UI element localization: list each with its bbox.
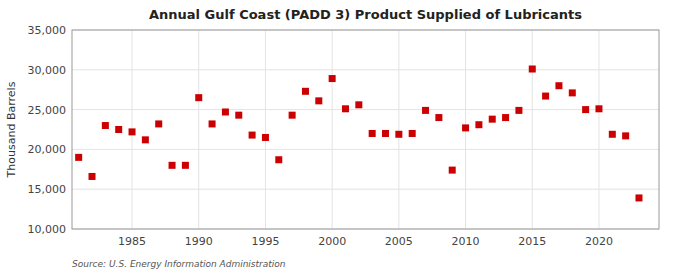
point	[315, 97, 322, 104]
y-grid-line	[72, 189, 659, 190]
point	[595, 105, 602, 112]
plot-background	[72, 30, 659, 229]
point	[515, 107, 522, 114]
y-axis-label: Thousand Barrels	[5, 81, 18, 178]
x-grid-line	[265, 30, 266, 229]
point	[422, 107, 429, 114]
x-tick-label: 1995	[251, 235, 279, 248]
x-tick-label: 1985	[118, 235, 146, 248]
x-grid-line	[198, 30, 199, 229]
point	[635, 194, 642, 201]
y-grid-line	[72, 109, 659, 110]
y-grid-line	[72, 69, 659, 70]
y-tick-label: 30,000	[28, 64, 67, 77]
point	[155, 120, 162, 127]
x-grid-line	[598, 30, 599, 229]
point	[582, 106, 589, 113]
point	[475, 121, 482, 128]
chart: 10,000 15,000 20,000 25,000 30,000 35,000 1985…	[0, 0, 675, 275]
x-tick-label: 1990	[185, 235, 213, 248]
y-tick-label: 15,000	[28, 183, 67, 196]
point	[529, 66, 536, 73]
point	[369, 130, 376, 137]
y-tick-label: 35,000	[28, 24, 67, 37]
point	[115, 126, 122, 133]
point	[502, 114, 509, 121]
point	[435, 114, 442, 121]
point	[142, 136, 149, 143]
point	[89, 173, 96, 180]
point	[275, 156, 282, 163]
point	[555, 82, 562, 89]
point	[395, 131, 402, 138]
point	[75, 154, 82, 161]
source-note: Source: U.S. Energy Information Administ…	[72, 259, 286, 269]
axes: 10,000 15,000 20,000 25,000 30,000 35,000 1985…	[28, 24, 613, 248]
y-grid-line	[72, 149, 659, 150]
point	[329, 75, 336, 82]
point	[569, 89, 576, 96]
point	[249, 132, 256, 139]
point	[355, 101, 362, 108]
y-tick-label: 25,000	[28, 104, 67, 117]
point	[462, 124, 469, 131]
point	[169, 162, 176, 169]
point	[195, 94, 202, 101]
point	[262, 134, 269, 141]
point	[302, 88, 309, 95]
point	[209, 120, 216, 127]
x-tick-label: 2000	[318, 235, 346, 248]
x-tick-label: 2015	[518, 235, 546, 248]
point	[222, 108, 229, 115]
point	[622, 132, 629, 139]
point	[182, 162, 189, 169]
points	[75, 66, 642, 202]
point	[102, 122, 109, 129]
y-tick-label: 20,000	[28, 143, 67, 156]
title: Annual Gulf Coast (PADD 3) Product Suppl…	[149, 7, 582, 22]
point	[449, 167, 456, 174]
x-tick-label: 2010	[452, 235, 480, 248]
x-tick-label: 2020	[585, 235, 613, 248]
x-tick-label: 2005	[385, 235, 413, 248]
point	[342, 105, 349, 112]
grid	[72, 30, 659, 229]
point	[382, 130, 389, 137]
point	[409, 130, 416, 137]
x-grid-line	[532, 30, 533, 229]
point	[235, 112, 242, 119]
plot-frame	[72, 30, 659, 229]
point	[542, 93, 549, 100]
point	[129, 128, 136, 135]
y-tick-label: 10,000	[28, 223, 67, 236]
point	[289, 112, 296, 119]
point	[489, 116, 496, 123]
x-grid-line	[398, 30, 399, 229]
point	[609, 131, 616, 138]
x-grid-line	[332, 30, 333, 229]
